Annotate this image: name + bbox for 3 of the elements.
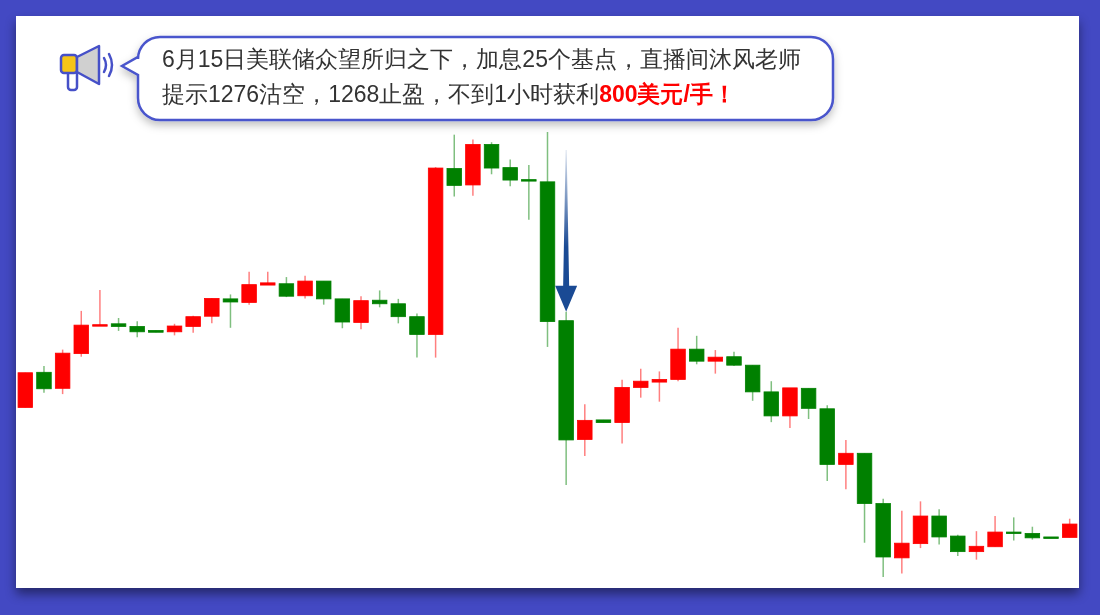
title: 提示1276沽空，1268止盈，不到1小时获利 <box>162 80 600 109</box>
annotation: 800美元/手！ <box>599 80 736 109</box>
title: 6月15日美联储众望所归之下，加息25个基点，直播间沐风老师 <box>162 45 801 74</box>
